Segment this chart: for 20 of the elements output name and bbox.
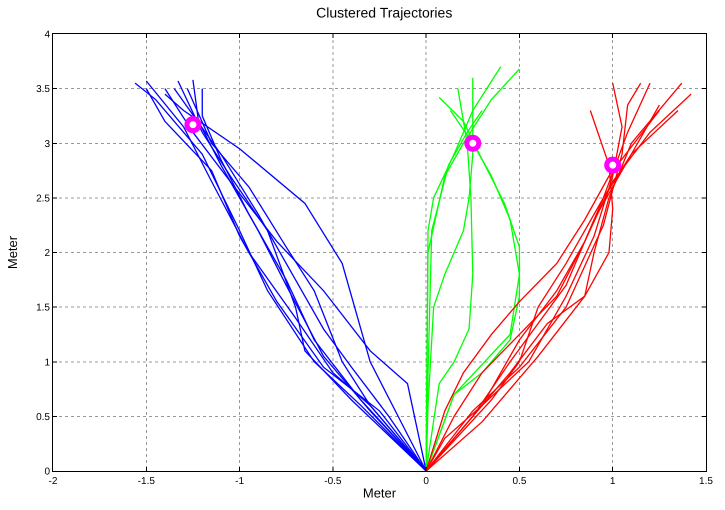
y-tick-label: 1 [44,357,50,368]
x-tick-label: 0 [423,476,430,487]
chart-title: Clustered Trajectories [316,4,452,20]
y-tick-label: 2 [44,248,50,259]
y-axis-title: Meter [5,235,20,270]
x-tick-label: -0.5 [324,476,342,487]
y-tick-label: 3.5 [36,84,50,96]
x-axis-title: Meter [362,486,397,501]
y-tick-label: 1.5 [36,302,50,314]
x-tick-label: -1 [235,476,244,487]
x-tick-label: 1 [610,476,616,487]
x-tick-label: -2 [48,476,58,487]
x-tick-label: 1.5 [699,476,714,487]
y-tick-label: 0 [44,466,50,478]
y-tick-label: 4 [44,30,50,40]
y-tick-label: 2.5 [36,193,50,204]
y-tick-label: 0.5 [36,412,50,423]
x-tick-label: 0.5 [512,476,527,487]
y-tick-label: 3 [44,138,50,150]
x-tick-label: -1.5 [138,476,156,487]
